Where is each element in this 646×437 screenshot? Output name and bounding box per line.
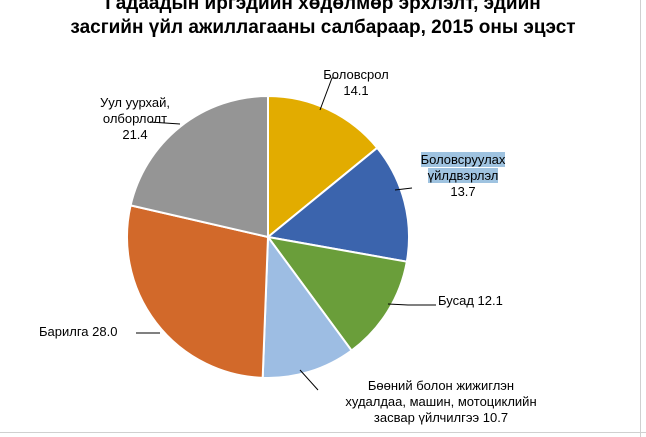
slice-label-manufacturing: Боловсруулах үйлдвэрлэл 13.7 <box>420 152 506 199</box>
slice-label-construction: Барилга 28.0 <box>39 324 118 339</box>
slice-label-mining: Уул уурхай, олборлолт 21.4 <box>99 95 171 142</box>
pie-slice-mining <box>129 94 269 239</box>
leader-line-mining <box>149 121 181 125</box>
chart-title-line-1: Гадаадын иргэдийн хөдөлмөр эрхлэлт, эдий… <box>105 0 541 14</box>
chart-title-line-2: засгийн үйл ажиллагааны салбараар, 2015 … <box>70 17 576 38</box>
slice-label-trade: Бөөний болон жижиглэн худалдаа, машин, м… <box>345 378 537 425</box>
divider-line-vertical <box>640 0 641 437</box>
leader-line-trade <box>299 369 319 391</box>
leader-line-education <box>319 77 338 111</box>
pie-slice-trade <box>261 234 353 379</box>
pie-slice-other <box>265 235 408 352</box>
pie-slice-education <box>267 94 379 240</box>
leader-line-manufacturing <box>394 187 413 191</box>
leader-line-other <box>387 303 436 306</box>
pie-slice-construction <box>126 204 270 379</box>
slice-label-education: Боловсрол 14.1 <box>323 67 389 98</box>
divider-line-horizontal <box>0 432 646 433</box>
pie-slice-manufacturing <box>265 146 410 263</box>
slice-label-other: Бусад 12.1 <box>438 293 503 308</box>
